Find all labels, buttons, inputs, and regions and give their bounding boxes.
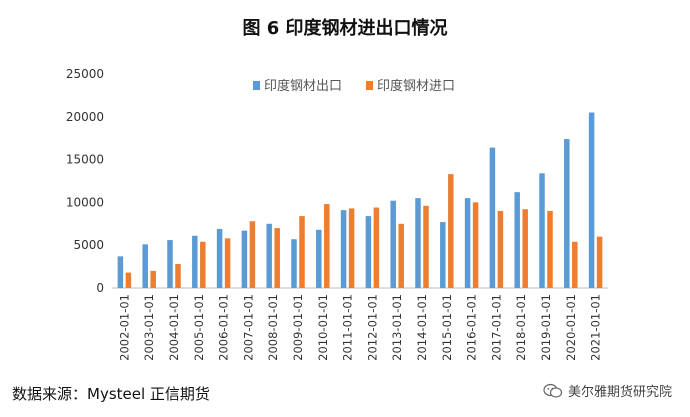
import-bar-2015-01-01 — [448, 174, 454, 288]
x-tick-label: 2010-01-01 — [316, 294, 330, 361]
x-tick-labels: 2002-01-01 2003-01-01 2004-01-01 2005-01-01… — [117, 294, 602, 361]
export-bar-2011-01-01 — [340, 210, 347, 288]
import-bar-2008-01-01 — [274, 228, 280, 288]
import-bar-2021-01-01 — [596, 236, 603, 288]
import-bar-2006-01-01 — [224, 238, 231, 288]
import-bar-2019-01-01 — [547, 210, 553, 288]
x-tick-label: 2007-01-01 — [241, 294, 255, 361]
export-bar-2017-01-01 — [489, 147, 496, 288]
x-tick-label: 2020-01-01 — [564, 294, 578, 361]
export-bar-2021-01-01 — [588, 112, 595, 289]
import-bar-2005-01-01 — [200, 241, 206, 288]
export-bar-2004-01-01 — [167, 240, 173, 288]
export-bar-2019-01-01 — [539, 173, 545, 288]
source-note: 数据来源：Mysteel 正信期货 — [12, 385, 210, 403]
export-bar-2006-01-01 — [216, 228, 223, 288]
import-bar-2014-01-01 — [423, 205, 429, 288]
export-bar-2015-01-01 — [440, 222, 446, 288]
wechat-icon — [543, 383, 563, 398]
y-tick-label: 15000 — [66, 153, 104, 167]
import-bar-2011-01-01 — [348, 208, 355, 288]
chart-title: 图 6 印度钢材进出口情况 — [242, 18, 448, 39]
export-bar-2007-01-01 — [241, 230, 248, 288]
export-bar-2013-01-01 — [390, 200, 396, 288]
import-bar-2016-01-01 — [472, 202, 479, 288]
x-tick-label: 2003-01-01 — [142, 294, 156, 361]
export-bar-2012-01-01 — [365, 216, 372, 288]
export-bar-2002-01-01 — [117, 256, 124, 288]
y-tick-label: 25000 — [66, 67, 104, 81]
legend-label: 印度钢材出口 — [264, 78, 342, 94]
x-tick-label: 2013-01-01 — [390, 294, 404, 361]
x-tick-label: 2017-01-01 — [489, 294, 503, 361]
x-tick-label: 2021-01-01 — [589, 294, 603, 361]
import-bar-2009-01-01 — [299, 216, 305, 288]
legend-swatch — [366, 81, 373, 90]
watermark: 美尔雅期货研究院 — [543, 381, 672, 400]
import-bar-2018-01-01 — [522, 209, 528, 288]
export-bar-2005-01-01 — [192, 235, 198, 288]
import-bar-2012-01-01 — [373, 207, 380, 288]
import-bar-2013-01-01 — [398, 223, 404, 288]
x-tick-label: 2006-01-01 — [217, 294, 231, 361]
x-tick-label: 2009-01-01 — [291, 294, 305, 361]
export-bar-2010-01-01 — [316, 229, 322, 288]
export-bar-2009-01-01 — [291, 239, 297, 288]
export-bar-2003-01-01 — [142, 244, 148, 288]
x-tick-label: 2004-01-01 — [167, 294, 181, 361]
y-tick-label: 0 — [96, 281, 104, 295]
legend-swatch — [253, 81, 260, 90]
x-tick-label: 2005-01-01 — [192, 294, 206, 361]
export-bar-2020-01-01 — [564, 139, 570, 288]
y-tick-labels: 0 5000 10000 15000 20000 25000 — [66, 67, 104, 295]
export-bar-2008-01-01 — [266, 223, 272, 288]
import-bar-2004-01-01 — [175, 264, 181, 288]
y-tick-label: 10000 — [66, 195, 104, 209]
import-bar-2002-01-01 — [125, 272, 132, 288]
import-bar-2017-01-01 — [497, 210, 504, 288]
export-bar-2014-01-01 — [415, 198, 421, 288]
import-bar-2020-01-01 — [572, 241, 578, 288]
x-tick-label: 2016-01-01 — [465, 294, 479, 361]
x-tick-label: 2018-01-01 — [514, 294, 528, 361]
import-bar-2007-01-01 — [249, 221, 256, 288]
x-tick-label: 2014-01-01 — [415, 294, 429, 361]
legend-label: 印度钢材进口 — [377, 78, 455, 94]
export-bar-2018-01-01 — [514, 192, 520, 288]
y-tick-label: 20000 — [66, 110, 104, 124]
x-tick-label: 2019-01-01 — [539, 294, 553, 361]
x-tick-label: 2011-01-01 — [341, 294, 355, 361]
x-tick-label: 2002-01-01 — [117, 294, 131, 361]
x-tick-label: 2012-01-01 — [365, 294, 379, 361]
bars — [117, 112, 603, 289]
x-tick-label: 2008-01-01 — [266, 294, 280, 361]
import-bar-2010-01-01 — [324, 204, 330, 288]
y-tick-label: 5000 — [73, 238, 104, 252]
legend: 印度钢材出口 印度钢材进口 — [253, 78, 455, 94]
x-tick-label: 2015-01-01 — [440, 294, 454, 361]
watermark-text: 美尔雅期货研究院 — [567, 385, 672, 400]
export-bar-2016-01-01 — [464, 198, 471, 288]
import-bar-2003-01-01 — [150, 270, 156, 288]
